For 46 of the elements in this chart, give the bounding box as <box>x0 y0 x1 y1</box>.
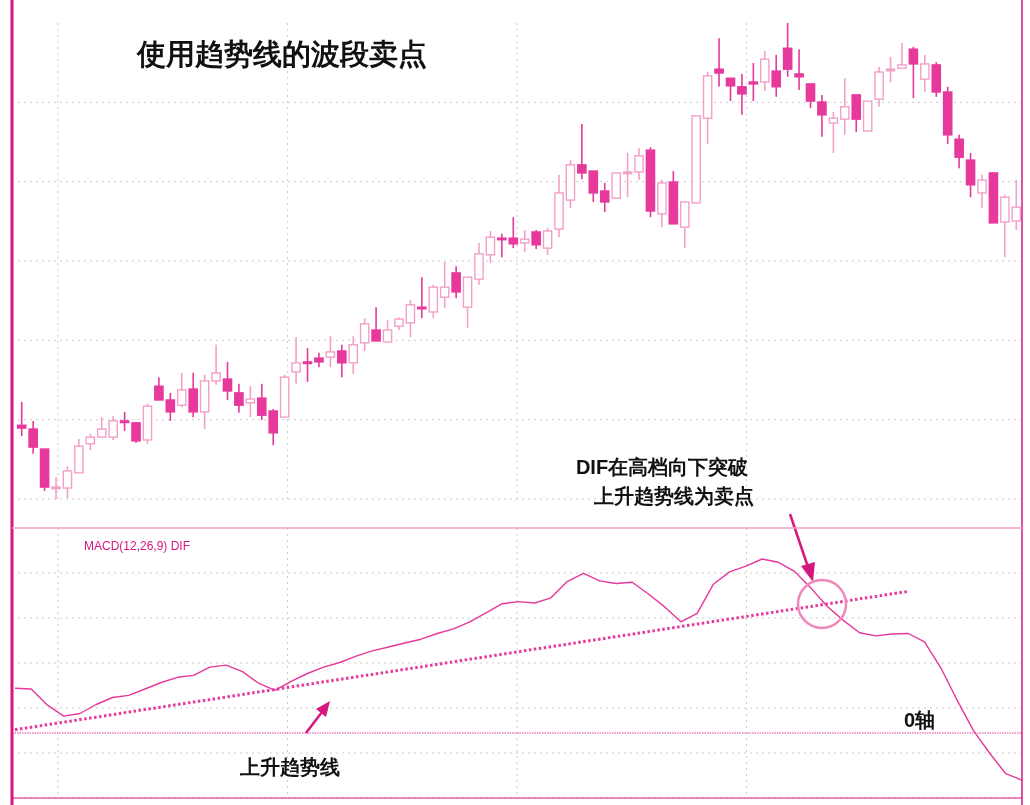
candlestick <box>599 182 610 213</box>
candlestick <box>954 134 964 169</box>
candlestick <box>931 61 942 98</box>
candlestick <box>394 316 404 331</box>
annotation: DIF在高档向下突破 <box>575 456 750 478</box>
candlestick <box>336 343 347 378</box>
candlestick <box>634 147 644 181</box>
candlestick <box>154 376 164 401</box>
candlestick <box>874 65 884 108</box>
candlestick <box>977 174 987 209</box>
candlestick <box>988 172 999 224</box>
ref-line-label: 0轴 <box>903 709 935 731</box>
candlestick <box>291 336 301 385</box>
candlestick <box>348 335 359 375</box>
candlestick <box>211 343 221 386</box>
candlestick <box>74 438 84 474</box>
candlestick <box>714 37 724 88</box>
candlestick <box>462 276 473 329</box>
candlestick <box>531 229 541 250</box>
candlestick <box>314 352 324 368</box>
candlestick <box>862 100 873 132</box>
candlestick <box>371 306 381 342</box>
candlestick <box>474 242 484 286</box>
candlestick <box>657 179 667 228</box>
chart-title: MACD(12,26,9) DIF <box>84 539 191 553</box>
candlestick <box>771 54 782 98</box>
candlestick <box>176 372 187 408</box>
candlestick <box>234 383 244 414</box>
candlestick <box>759 50 770 92</box>
annotation: 上升趋势线 <box>239 756 340 778</box>
candlestick <box>554 174 564 238</box>
candlestick <box>794 48 804 91</box>
candlestick <box>851 94 862 133</box>
candlestick <box>428 284 439 319</box>
candlestick <box>920 54 930 93</box>
candlestick <box>519 229 530 253</box>
annotation: 上升趋势线为卖点 <box>593 485 754 507</box>
candlestick <box>188 372 199 418</box>
candlestick <box>451 265 461 299</box>
candlestick <box>839 77 850 136</box>
candlestick <box>897 42 907 69</box>
text: 使用趋势线的波段卖点 <box>136 38 427 70</box>
candlestick <box>817 94 827 138</box>
candlestick <box>611 172 621 199</box>
candlestick <box>131 422 141 444</box>
candlestick <box>737 73 747 116</box>
